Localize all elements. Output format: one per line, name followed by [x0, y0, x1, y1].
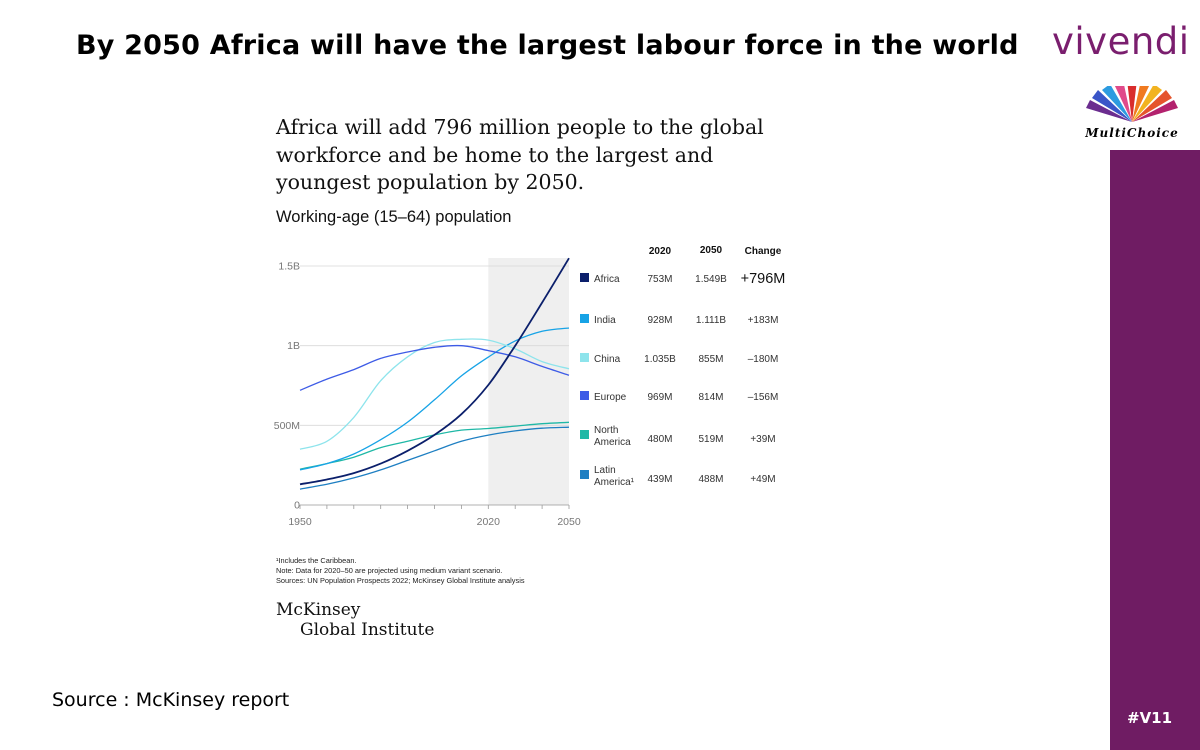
legend-swatch: [580, 273, 589, 282]
table-cell-2050: 1.549B: [695, 274, 727, 285]
x-tick-label: 2050: [557, 516, 581, 528]
series-line-latin-america: [299, 426, 570, 490]
table-header: 2020: [649, 246, 672, 257]
y-tick-label: 500M: [274, 420, 300, 432]
legend-label: Africa: [594, 274, 620, 285]
y-tick-label: 1B: [287, 340, 300, 352]
headline-line: youngest population by 2050.: [276, 170, 585, 194]
table-cell-2050: 519M: [698, 434, 723, 445]
hashtag-label: #V11: [1127, 709, 1173, 727]
table-cell-2050: 814M: [698, 392, 723, 403]
table-cell-2020: 439M: [647, 474, 672, 485]
multichoice-wordmark: MultiChoice: [1085, 126, 1179, 140]
series-line-africa: [299, 257, 570, 486]
table-cell-change: +39M: [750, 434, 775, 445]
legend-label: India: [594, 315, 616, 326]
table-cell-change: +49M: [750, 474, 775, 485]
line-chart: 0 500M 1B 1.5B 1950 2020 2050 2020 2050 Change Afr…: [274, 245, 786, 528]
table-cell-2020: 969M: [647, 392, 672, 403]
legend-swatch: [580, 353, 589, 362]
x-tick-label: 1950: [288, 516, 312, 528]
footnote-line: Note: Data for 2020–50 are projected usi…: [276, 566, 503, 575]
publisher-line: Global Institute: [300, 620, 435, 640]
table-cell-2050: 488M: [698, 474, 723, 485]
series-line-china: [299, 338, 570, 450]
table-cell-change: +796M: [741, 271, 786, 287]
legend-swatch: [580, 470, 589, 479]
footnotes: ¹Includes the Caribbean. Note: Data for …: [276, 556, 525, 586]
series-line-europe: [299, 344, 570, 391]
table-cell-2020: 1.035B: [644, 354, 676, 365]
table-header: 2050: [700, 245, 723, 256]
publisher-line: McKinsey: [276, 600, 361, 620]
table-cell-2020: 753M: [647, 274, 672, 285]
x-tick-label: 2020: [477, 516, 501, 528]
table-cell-2050: 855M: [698, 354, 723, 365]
table-cell-2020: 480M: [647, 434, 672, 445]
legend-swatch: [580, 430, 589, 439]
table-cell-2050: 1.111B: [696, 315, 727, 326]
headline-line: Africa will add 796 million people to th…: [276, 115, 764, 139]
legend-label: Europe: [594, 392, 627, 403]
legend-swatch: [580, 391, 589, 400]
purple-side-bar: [1110, 150, 1200, 750]
table-cell-2020: 928M: [647, 315, 672, 326]
slide-title: By 2050 Africa will have the largest lab…: [76, 30, 1019, 61]
table-cell-change: +183M: [748, 315, 779, 326]
footnote-line: ¹Includes the Caribbean.: [276, 556, 357, 565]
vivendi-logo: vivendi: [1052, 20, 1190, 63]
y-tick-label: 0: [294, 500, 300, 512]
table-cell-change: –180M: [748, 354, 779, 365]
legend-label: North: [594, 425, 618, 436]
legend-label: Latin: [594, 465, 616, 476]
multichoice-logo: [1086, 86, 1178, 122]
table-header: Change: [745, 246, 782, 257]
footnote-line: Sources: UN Population Prospects 2022; M…: [276, 576, 525, 585]
legend-label: America¹: [594, 477, 635, 488]
legend-label: China: [594, 354, 621, 365]
source-note: Source : McKinsey report: [52, 689, 290, 711]
y-tick-label: 1.5B: [278, 261, 300, 273]
headline-line: workforce and be home to the largest and: [276, 142, 714, 167]
table-cell-change: –156M: [748, 392, 779, 403]
projection-region: [488, 258, 569, 505]
chart-title: Working-age (15–64) population: [276, 208, 512, 226]
mckinsey-logo: McKinsey Global Institute: [276, 600, 434, 640]
figure-headline: Africa will add 796 million people to th…: [276, 114, 836, 197]
legend-label: America: [594, 437, 631, 448]
legend-swatch: [580, 314, 589, 323]
series-line-india: [299, 327, 570, 471]
